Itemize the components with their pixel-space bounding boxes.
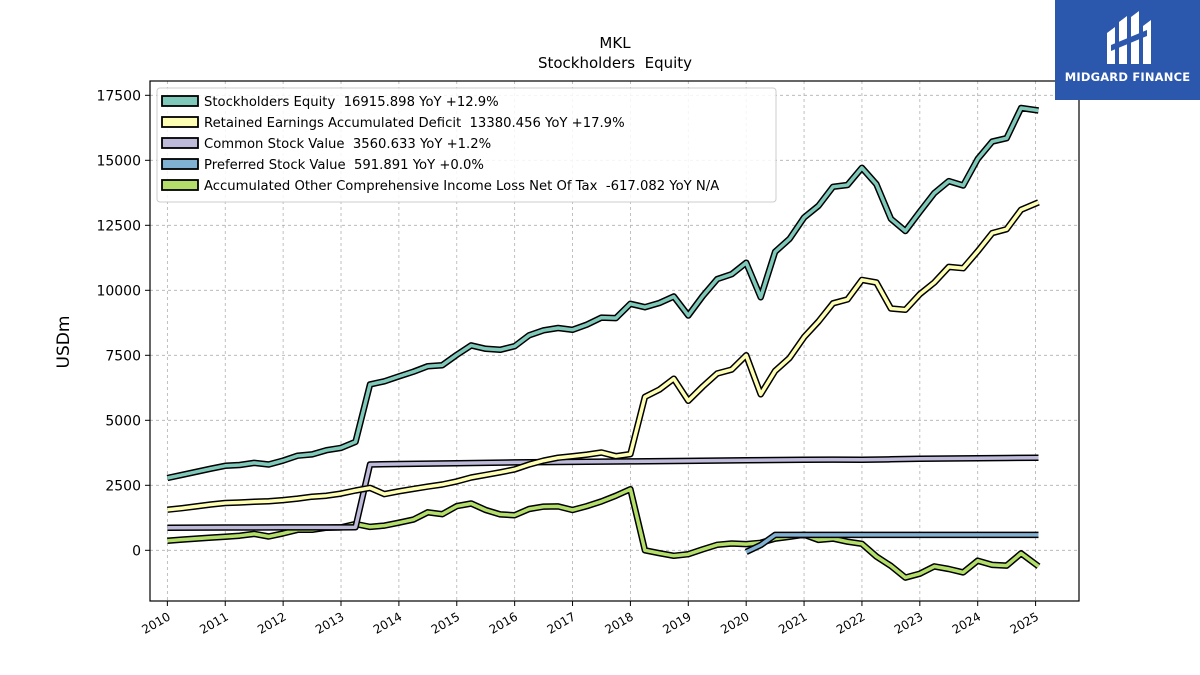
legend-swatch: [161, 95, 199, 107]
legend: Stockholders Equity 16915.898 YoY +12.9%…: [156, 87, 777, 203]
x-tick-label: 2023: [892, 609, 925, 636]
series-line-outline: [167, 454, 1039, 531]
series-line: [167, 200, 1040, 512]
y-tick-label: 12500: [96, 218, 141, 234]
x-tick-label: 2012: [255, 609, 288, 636]
legend-swatch: [161, 137, 199, 149]
y-tick-label: 2500: [105, 478, 141, 494]
y-tick-label: 15000: [96, 153, 141, 169]
legend-swatch: [161, 179, 199, 191]
x-tick-label: 2024: [950, 609, 983, 636]
series-0: [166, 104, 1039, 482]
series-line: [745, 533, 1039, 554]
series-3: [744, 531, 1039, 555]
x-tick-label: 2014: [371, 609, 404, 636]
series-lines: [166, 104, 1041, 581]
x-tick-label: 2020: [718, 609, 751, 636]
x-tick-label: 2019: [660, 609, 693, 636]
y-tick-label: 0: [132, 543, 141, 559]
chart-subtitle: Stockholders Equity: [538, 54, 692, 72]
x-tick-label: 2013: [313, 609, 346, 636]
x-tick-label: 2018: [602, 609, 635, 636]
series-line: [167, 106, 1039, 480]
x-tick-label: 2017: [545, 609, 578, 636]
series-1: [167, 199, 1040, 513]
logo-text: MIDGARD FINANCE: [1064, 70, 1191, 84]
chart-title: MKL: [599, 34, 631, 52]
legend-entry: Retained Earnings Accumulated Deficit 13…: [204, 116, 625, 131]
legend-box: [156, 87, 777, 203]
legend-swatch: [161, 116, 199, 128]
x-tick-label: 2016: [487, 609, 520, 636]
legend-entry: Common Stock Value 3560.633 YoY +1.2%: [204, 137, 491, 152]
series-line: [167, 455, 1039, 530]
x-tick-label: 2025: [1008, 609, 1041, 636]
y-tick-label: 5000: [105, 413, 141, 429]
legend-swatch: [161, 158, 199, 170]
y-tick-label: 17500: [96, 88, 141, 104]
plot-frame: [149, 80, 1080, 602]
series-2: [167, 454, 1039, 531]
x-tick-label: 2022: [834, 609, 867, 636]
x-tick-label: 2021: [776, 609, 809, 636]
x-tick-label: 2010: [139, 609, 172, 636]
y-tick-label: 7500: [105, 348, 141, 364]
y-axis-label: USDm: [54, 316, 74, 369]
y-tick-label: 10000: [96, 283, 141, 299]
x-tick-label: 2011: [197, 609, 230, 636]
legend-entry: Preferred Stock Value 591.891 YoY +0.0%: [204, 158, 484, 173]
series-line-outline: [744, 531, 1039, 555]
logo-mark-icon: [1107, 11, 1151, 64]
x-tick-label: 2015: [429, 609, 462, 636]
legend-entry: Stockholders Equity 16915.898 YoY +12.9%: [204, 95, 499, 110]
legend-entry: Accumulated Other Comprehensive Income L…: [204, 179, 719, 194]
midgard-finance-logo: MIDGARD FINANCE: [1055, 0, 1200, 100]
